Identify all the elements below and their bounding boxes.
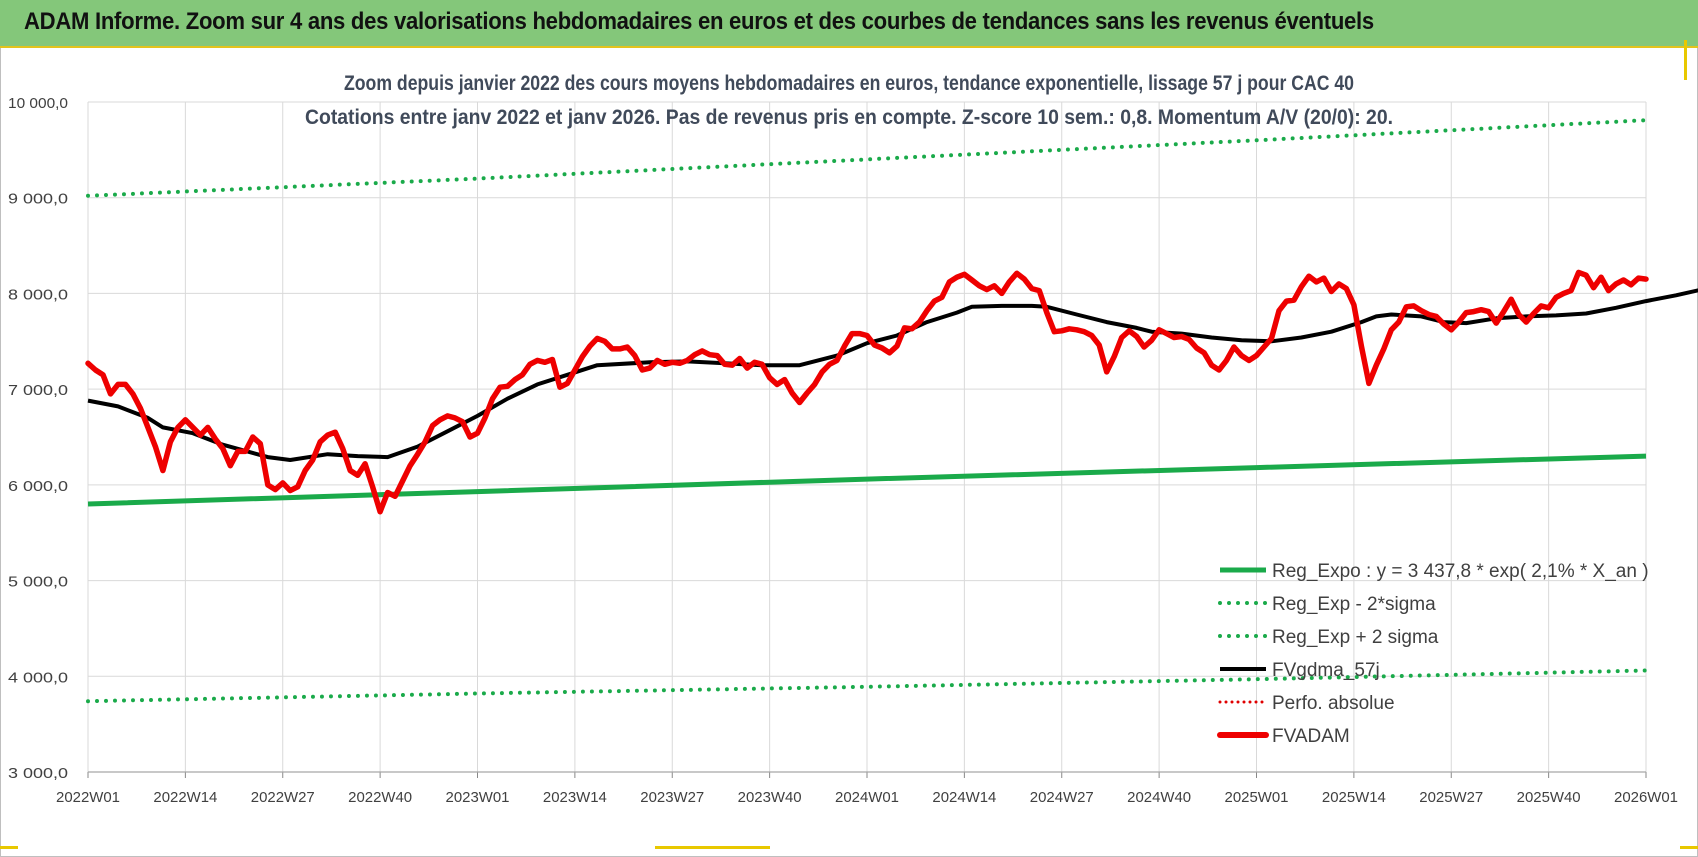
legend-label-reg_expo: Reg_Expo : y = 3 437,8 * exp( 2,1% * X_a… [1272, 561, 1649, 582]
title-banner: ADAM Informe. Zoom sur 4 ans des valoris… [0, 0, 1698, 48]
x-tick-label: 2022W14 [153, 789, 217, 806]
corner-mark [0, 846, 18, 849]
bottom-mark [655, 846, 770, 849]
y-tick-label: 10 000,0 [8, 95, 68, 112]
x-tick-label: 2024W27 [1030, 789, 1094, 806]
x-tick-label: 2024W01 [835, 789, 899, 806]
y-tick-label: 4 000,0 [8, 669, 68, 686]
y-tick-label: 3 000,0 [8, 765, 68, 782]
legend-label-reg_minus: Reg_Exp - 2*sigma [1272, 594, 1436, 615]
series-layer [85, 118, 1698, 704]
series-reg_plus-line [86, 118, 1648, 198]
y-tick-label: 7 000,0 [8, 382, 68, 399]
legend-label-reg_plus: Reg_Exp + 2 sigma [1272, 627, 1439, 648]
x-tick-label: 2023W27 [640, 789, 704, 806]
x-tick-label: 2024W40 [1127, 789, 1191, 806]
y-tick-label: 5 000,0 [8, 574, 68, 591]
x-tick-label: 2025W27 [1419, 789, 1483, 806]
series-reg_expo-line [87, 453, 1647, 507]
series-fvadam-line [85, 269, 1649, 515]
x-tick-label: 2022W01 [56, 789, 120, 806]
x-tick-label: 2023W40 [738, 789, 802, 806]
chart-title-line-2: Cotations entre janv 2022 et janv 2026. … [305, 106, 1393, 129]
x-tick-label: 2024W14 [932, 789, 996, 806]
legend: Reg_Expo : y = 3 437,8 * exp( 2,1% * X_a… [1217, 561, 1649, 747]
legend-label-perfo: Perfo. absolue [1272, 693, 1395, 714]
axes: 3 000,0 4 000,0 5 000,0 6 000,0 7 000,0 8 000… [8, 95, 1678, 806]
x-tick-label: 2022W40 [348, 789, 412, 806]
x-tick-label: 2023W01 [446, 789, 510, 806]
side-mark [1684, 40, 1687, 80]
x-tick-label: 2026W01 [1614, 789, 1678, 806]
y-tick-label: 6 000,0 [8, 478, 68, 495]
y-tick-label: 8 000,0 [8, 286, 68, 303]
legend-label-fvadam: FVADAM [1272, 726, 1350, 747]
series-reg_minus-line [86, 668, 1648, 704]
corner-mark [1680, 846, 1698, 849]
chart-title-line-1: Zoom depuis janvier 2022 des cours moyen… [344, 72, 1354, 95]
x-tick-label: 2025W01 [1225, 789, 1289, 806]
x-tick-label: 2022W27 [251, 789, 315, 806]
y-tick-label: 9 000,0 [8, 191, 68, 208]
x-tick-label: 2023W14 [543, 789, 607, 806]
x-tick-label: 2025W14 [1322, 789, 1386, 806]
x-tick-label: 2025W40 [1517, 789, 1581, 806]
chart-title: Zoom depuis janvier 2022 des cours moyen… [305, 72, 1393, 129]
page-title: ADAM Informe. Zoom sur 4 ans des valoris… [24, 8, 1374, 35]
legend-label-fvgdma: FVgdma_57j [1272, 660, 1380, 681]
